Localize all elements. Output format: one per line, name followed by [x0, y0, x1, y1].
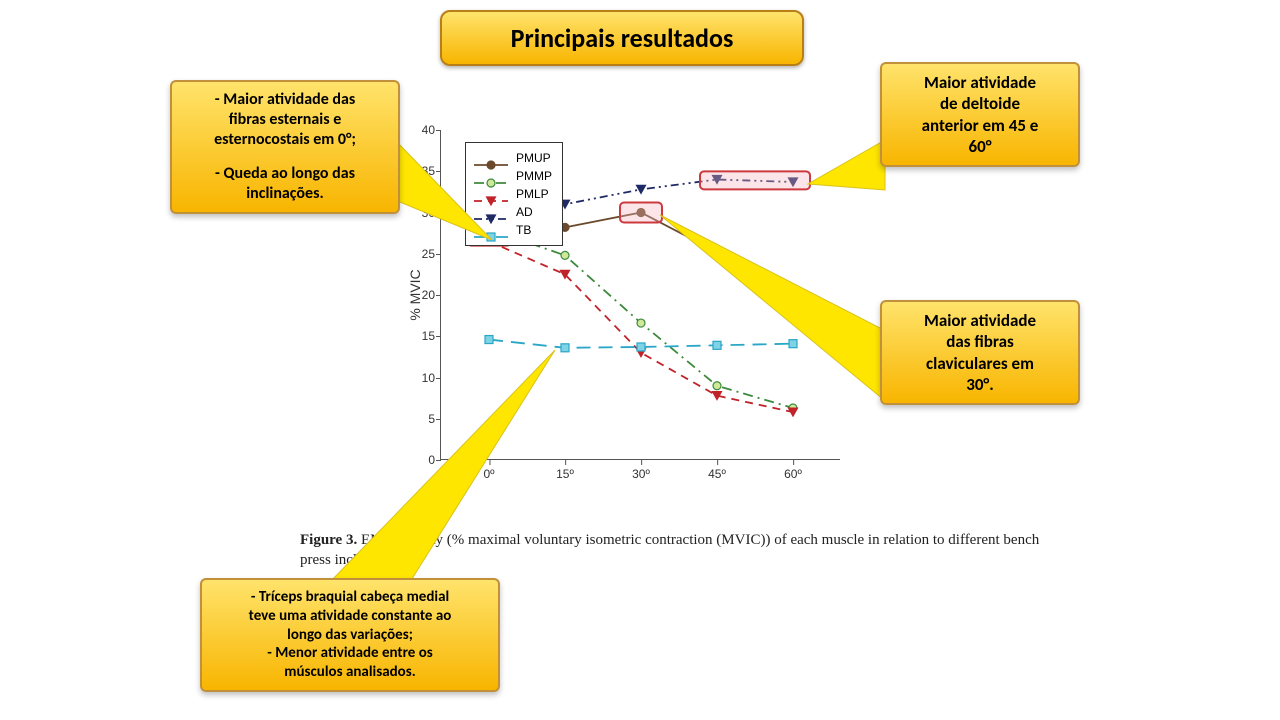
txt: Menor atividade entre os [275, 644, 433, 662]
y-tick: 0 [407, 453, 435, 467]
x-tick: 45º [708, 467, 726, 481]
y-tick: 40 [407, 123, 435, 137]
y-tick: 15 [407, 329, 435, 343]
caption-rest: EMG activity (% maximal voluntary isomet… [300, 532, 1039, 568]
callout-left-line: esternocostais em 0°; [182, 130, 388, 150]
y-tick: 30 [407, 206, 435, 220]
marker-TB [561, 344, 569, 352]
marker-PMMP [637, 319, 645, 327]
callout-line: das fibras [892, 331, 1068, 352]
marker-PMUP [789, 303, 797, 311]
txt: Maior atividade das [223, 90, 355, 109]
marker-AD [637, 185, 646, 193]
callout-line: Maior atividade [892, 72, 1068, 93]
highlight-rect [700, 171, 810, 189]
callout-line: músculos analisados. [212, 663, 488, 682]
callout-line: 30°. [892, 374, 1068, 395]
y-tick: 10 [407, 371, 435, 385]
y-tick: 20 [407, 288, 435, 302]
callout-left-line: inclinações. [182, 184, 388, 204]
txt: Queda ao longo das [224, 164, 355, 183]
x-tick: 60º [784, 467, 802, 481]
marker-PMMP [713, 382, 721, 390]
callout-bottom: Tríceps braquial cabeça medial teve uma … [200, 578, 500, 692]
txt: músculos analisados. [284, 663, 415, 681]
callout-line: Menor atividade entre os [212, 644, 488, 663]
marker-TB [637, 343, 645, 351]
chart-legend: PMUP PMMP PMLP AD TB [465, 142, 563, 246]
caption-lead: Figure 3. [300, 532, 357, 548]
marker-PMMP [561, 251, 569, 259]
callout-left-line: Queda ao longo das [182, 164, 388, 184]
x-tick: 0º [483, 467, 494, 481]
marker-PMUP [713, 248, 721, 256]
callout-line: teve uma atividade constante ao [212, 607, 488, 626]
y-tick: 25 [407, 247, 435, 261]
txt: Tríceps braquial cabeça medial [259, 588, 449, 606]
callout-right: Maior atividade das fibras claviculares … [880, 300, 1080, 405]
callout-left-line: Maior atividade das [182, 90, 388, 110]
marker-TB [713, 341, 721, 349]
legend-label: PMLP [516, 187, 549, 201]
callout-left-line: fibras esternais e [182, 110, 388, 130]
txt: teve uma atividade constante ao [249, 607, 452, 625]
callout-line: Maior atividade [892, 310, 1068, 331]
callout-line: 60° [892, 136, 1068, 157]
callout-line: longo das variações; [212, 626, 488, 645]
slide-title-text: Principais resultados [511, 22, 734, 54]
txt: esternocostais em 0°; [214, 130, 356, 149]
legend-label: TB [516, 223, 531, 237]
callout-left: Maior atividade das fibras esternais e e… [170, 80, 400, 214]
callout-line: Tríceps braquial cabeça medial [212, 588, 488, 607]
txt: fibras esternais e [229, 110, 342, 129]
slide-title: Principais resultados [440, 10, 804, 66]
highlight-rect [620, 203, 662, 223]
callout-line: claviculares em [892, 353, 1068, 374]
marker-TB [789, 340, 797, 348]
callout-line: de deltoide [892, 93, 1068, 114]
legend-label: PMMP [516, 169, 552, 183]
x-tick: 30º [632, 467, 650, 481]
legend-row: PMUP [474, 149, 552, 167]
x-tick: 15º [556, 467, 574, 481]
legend-label: AD [516, 205, 533, 219]
txt: inclinações. [246, 184, 323, 203]
marker-TB [485, 336, 493, 344]
figure-caption: Figure 3. EMG activity (% maximal volunt… [300, 530, 1060, 571]
y-tick: 5 [407, 412, 435, 426]
y-tick: 35 [407, 164, 435, 178]
callout-line: anterior em 45 e [892, 115, 1068, 136]
slide-stage: Principais resultados Maior atividade da… [0, 0, 1280, 720]
chart-area: % MVIC 05101520253035400º15º30º45º60º PM… [400, 130, 870, 510]
legend-label: PMUP [516, 151, 551, 165]
callout-topright: Maior atividade de deltoide anterior em … [880, 62, 1080, 167]
txt: longo das variações; [287, 626, 413, 644]
